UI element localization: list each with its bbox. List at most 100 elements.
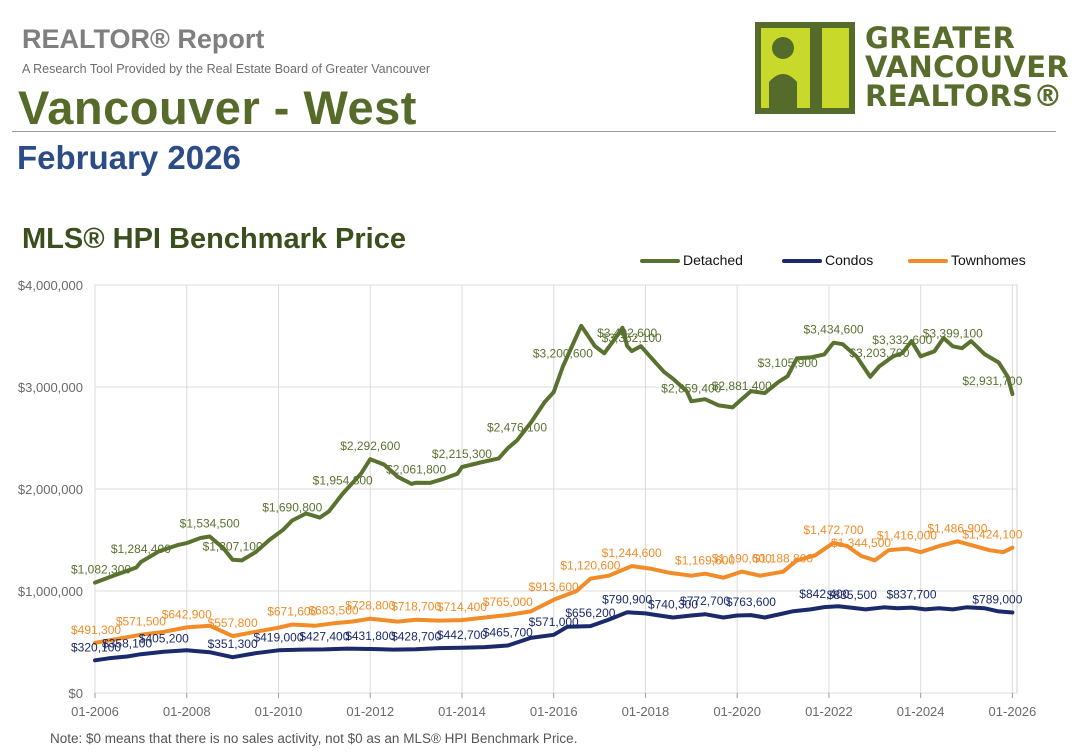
data-label-townhomes: $683,500 bbox=[308, 603, 358, 617]
data-label-condos: $740,300 bbox=[648, 597, 698, 611]
data-label-condos: $419,000 bbox=[253, 630, 303, 644]
data-label-townhomes: $714,400 bbox=[437, 600, 487, 614]
data-label-condos: $790,900 bbox=[602, 592, 652, 606]
data-label-detached: $1,307,100 bbox=[203, 540, 263, 554]
data-label-townhomes: $1,416,000 bbox=[877, 529, 937, 543]
data-label-townhomes: $1,424,100 bbox=[962, 528, 1022, 542]
data-label-detached: $3,203,700 bbox=[849, 346, 909, 360]
data-label-condos: $405,200 bbox=[139, 632, 189, 646]
data-label-detached: $1,284,400 bbox=[111, 542, 171, 556]
data-label-condos: $465,700 bbox=[483, 625, 533, 639]
data-label-detached: $2,061,800 bbox=[386, 463, 446, 477]
data-label-detached: $1,954,800 bbox=[313, 474, 373, 488]
data-label-townhomes: $1,120,600 bbox=[560, 559, 620, 573]
data-label-townhomes: $1,244,600 bbox=[602, 546, 662, 560]
data-label-townhomes: $913,600 bbox=[529, 580, 579, 594]
logo-line-1: GREATER bbox=[865, 21, 1016, 55]
data-label-townhomes: $1,486,900 bbox=[927, 521, 987, 535]
legend-item-townhomes: Townhomes bbox=[908, 252, 1026, 268]
legend-swatch-townhomes bbox=[908, 259, 948, 264]
report-month: February 2026 bbox=[17, 139, 241, 176]
data-label-townhomes: $491,300 bbox=[71, 623, 121, 637]
data-label-townhomes: $1,188,800 bbox=[753, 552, 813, 566]
logo-line-2: VANCOUVER bbox=[865, 50, 1069, 84]
x-tick-label: 01-2018 bbox=[622, 704, 670, 719]
legend-label-detached: Detached bbox=[683, 252, 743, 268]
data-label-detached: $1,534,500 bbox=[180, 516, 240, 530]
chart-grid bbox=[94, 284, 1017, 694]
data-label-detached: $1,690,800 bbox=[262, 501, 322, 515]
x-tick-label: 01-2026 bbox=[989, 704, 1037, 719]
data-label-condos: $837,700 bbox=[886, 588, 936, 602]
data-label-detached: $2,881,400 bbox=[712, 379, 772, 393]
y-tick-label: $0 bbox=[69, 686, 83, 701]
header-divider bbox=[12, 131, 1056, 132]
data-label-townhomes: $1,344,500 bbox=[831, 536, 891, 550]
gvr-logo: GREATER VANCOUVER REALTORS® bbox=[755, 18, 1069, 118]
data-label-detached: $2,476,100 bbox=[487, 420, 547, 434]
gvr-logo-icon bbox=[755, 22, 855, 114]
chart-axes: $0 $1,000,000 $2,000,000 $3,000,000 $4,000,0… bbox=[18, 278, 1036, 719]
data-label-detached: $2,931,700 bbox=[962, 374, 1022, 388]
x-tick-label: 01-2012 bbox=[346, 704, 394, 719]
data-label-detached: $3,399,100 bbox=[923, 326, 983, 340]
data-label-condos: $442,700 bbox=[437, 628, 487, 642]
data-label-condos: $431,800 bbox=[345, 629, 395, 643]
series-line-detached bbox=[93, 323, 1015, 585]
x-tick-label: 01-2010 bbox=[255, 704, 303, 719]
legend-label-condos: Condos bbox=[825, 252, 874, 268]
area-title: Vancouver - West bbox=[18, 81, 417, 134]
y-tick-label: $3,000,000 bbox=[18, 380, 83, 395]
x-tick-label: 01-2014 bbox=[438, 704, 486, 719]
data-label-detached: $3,200,600 bbox=[533, 347, 593, 361]
data-label-condos: $320,100 bbox=[71, 640, 121, 654]
data-label-townhomes: $642,900 bbox=[162, 607, 212, 621]
data-label-detached: $3,402,600 bbox=[597, 326, 657, 340]
x-tick-label: 01-2022 bbox=[805, 704, 853, 719]
data-label-townhomes: $557,800 bbox=[208, 616, 258, 630]
series-line-townhomes bbox=[93, 539, 1015, 645]
footnote: Note: $0 means that there is no sales ac… bbox=[50, 731, 578, 746]
data-label-condos: $656,200 bbox=[565, 606, 615, 620]
data-label-townhomes: $718,700 bbox=[391, 600, 441, 614]
data-label-condos: $427,400 bbox=[299, 629, 349, 643]
data-label-detached: $3,434,600 bbox=[803, 323, 863, 337]
data-label-condos: $842,400 bbox=[799, 587, 849, 601]
data-label-condos: $835,500 bbox=[827, 588, 877, 602]
data-label-condos: $789,000 bbox=[972, 593, 1022, 607]
legend-item-condos: Condos bbox=[782, 252, 873, 268]
data-label-townhomes: $1,190,600 bbox=[712, 552, 772, 566]
chart-title: MLS® HPI Benchmark Price bbox=[22, 223, 406, 255]
legend-swatch-condos bbox=[782, 259, 822, 264]
data-label-condos: $772,700 bbox=[680, 594, 730, 608]
legend-item-detached: Detached bbox=[640, 252, 743, 268]
gvr-logo-text: GREATER VANCOUVER REALTORS® bbox=[865, 24, 1069, 111]
x-tick-label: 01-2020 bbox=[713, 704, 761, 719]
data-label-condos: $351,300 bbox=[208, 637, 258, 651]
report-label: REALTOR® Report bbox=[22, 24, 265, 54]
x-tick-label: 01-2016 bbox=[530, 704, 578, 719]
series-line-condos bbox=[93, 604, 1015, 663]
data-label-condos: $428,700 bbox=[391, 629, 441, 643]
report-subtitle: A Research Tool Provided by the Real Est… bbox=[22, 62, 431, 76]
data-label-townhomes: $671,600 bbox=[267, 604, 317, 618]
data-label-townhomes: $765,000 bbox=[483, 595, 533, 609]
y-tick-label: $2,000,000 bbox=[18, 482, 83, 497]
data-label-condos: $763,600 bbox=[726, 595, 776, 609]
chart-series bbox=[93, 323, 1015, 663]
data-label-detached: $3,332,600 bbox=[872, 333, 932, 347]
data-label-condos: $571,000 bbox=[529, 615, 579, 629]
data-label-detached: $1,082,300 bbox=[71, 563, 131, 577]
y-tick-label: $4,000,000 bbox=[18, 278, 83, 293]
data-label-condos: $358,100 bbox=[102, 636, 152, 650]
y-tick-label: $1,000,000 bbox=[18, 584, 83, 599]
x-tick-label: 01-2008 bbox=[163, 704, 211, 719]
logo-line-3: REALTORS® bbox=[865, 79, 1063, 113]
data-label-detached: $2,215,300 bbox=[432, 447, 492, 461]
data-label-detached: $3,105,900 bbox=[758, 356, 818, 370]
data-label-townhomes: $571,500 bbox=[116, 615, 166, 629]
data-label-townhomes: $728,800 bbox=[345, 599, 395, 613]
chart-data-labels: $1,082,300 $1,284,400 $1,534,500 $1,307,100… bbox=[71, 323, 1023, 655]
legend-label-townhomes: Townhomes bbox=[951, 252, 1026, 268]
